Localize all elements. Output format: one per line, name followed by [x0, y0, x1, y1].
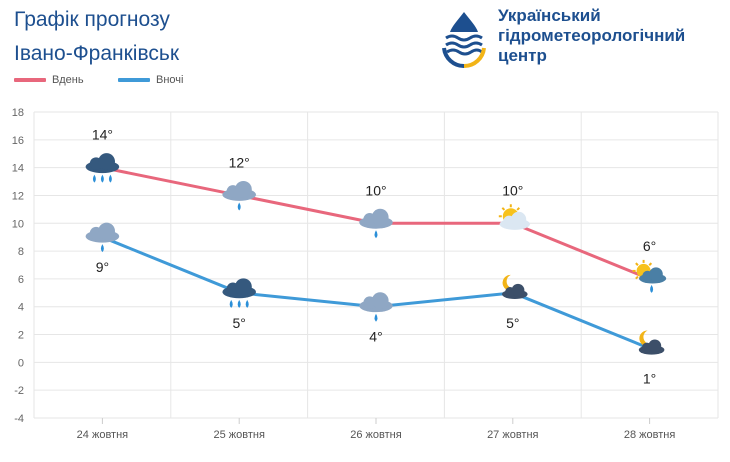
- organization-name-line2: гідрометеорологічний: [498, 26, 686, 45]
- data-label-day: 12°: [229, 154, 250, 170]
- rain-cloud-icon: [359, 292, 393, 322]
- data-label-day: 6°: [643, 238, 656, 254]
- cloud-part: [371, 292, 389, 310]
- moon-cloud-icon: [638, 330, 665, 355]
- y-tick-label: -4: [14, 413, 24, 425]
- cloud-part: [510, 211, 527, 227]
- legend-item-night[interactable]: Вночі: [118, 74, 183, 86]
- cloud-part: [98, 222, 115, 240]
- legend-swatch-night: [118, 78, 150, 83]
- rain-cloud-icon: [222, 180, 256, 211]
- moon-cloud-icon: [502, 274, 528, 300]
- rain-drop: [108, 174, 112, 183]
- cloud-part: [371, 208, 389, 226]
- data-label-night: 5°: [506, 315, 519, 331]
- sun-ray: [635, 262, 639, 266]
- organization-name-line3: центр: [498, 46, 547, 65]
- x-tick-label: 27 жовтня: [487, 429, 538, 441]
- data-label-night: 4°: [369, 329, 382, 345]
- data-label-day: 10°: [502, 182, 523, 198]
- x-tick-label: 24 жовтня: [77, 429, 128, 441]
- y-tick-label: 8: [18, 246, 24, 258]
- y-tick-label: 12: [12, 190, 24, 202]
- data-label-day: 14°: [92, 127, 113, 143]
- x-tick-label: 26 жовтня: [350, 429, 401, 441]
- cloud-part: [235, 278, 252, 296]
- legend-swatch-day: [14, 78, 46, 83]
- sun-behind-cloud-icon: [498, 204, 530, 230]
- rain-cloud-icon: [85, 222, 120, 253]
- drop-waves-logo-icon: [442, 12, 486, 68]
- organization-name: Український гідрометеорологічний центр: [498, 6, 685, 66]
- sun-ray: [501, 207, 506, 211]
- rain-drop: [237, 202, 241, 211]
- data-label-night: 5°: [233, 315, 246, 331]
- sun-ray: [635, 275, 639, 280]
- rain-drop: [100, 244, 104, 253]
- legend-label-day: Вдень: [52, 74, 84, 86]
- data-label-night: 1°: [643, 370, 656, 386]
- sun-cloud-rain-icon: [632, 259, 667, 293]
- cloud-part: [235, 180, 252, 198]
- rain-drop: [374, 230, 378, 239]
- data-label-night: 9°: [96, 259, 109, 275]
- city-name: Івано-Франківськ: [14, 42, 180, 65]
- sun-ray: [516, 207, 520, 211]
- organization-name-line1: Український: [498, 6, 601, 25]
- y-tick-label: 10: [12, 218, 24, 230]
- x-tick-label: 25 жовтня: [213, 429, 264, 441]
- rain-drop: [245, 299, 249, 308]
- rain-drop: [229, 299, 233, 308]
- cloud-part: [649, 267, 663, 282]
- chart-title: Графік прогнозу: [14, 8, 170, 31]
- rain-drop: [650, 284, 654, 293]
- cloud-part: [511, 283, 525, 297]
- rain-cloud-icon: [359, 208, 393, 239]
- moon-crescent: [502, 274, 517, 291]
- legend-item-day[interactable]: Вдень: [14, 74, 84, 86]
- y-tick-label: 6: [18, 274, 24, 286]
- y-tick-label: 14: [12, 163, 24, 175]
- y-tick-label: -2: [14, 385, 24, 397]
- y-tick-label: 2: [18, 330, 24, 342]
- cloud-part: [98, 153, 115, 170]
- organization-block: Український гідрометеорологічний центр: [436, 6, 726, 68]
- legend-label-night: Вночі: [156, 74, 184, 86]
- sun-ray: [648, 262, 653, 266]
- y-tick-label: 18: [12, 107, 24, 119]
- moon-crescent: [639, 330, 654, 347]
- x-tick-label: 28 жовтня: [624, 429, 675, 441]
- heavy-rain-cloud-icon: [85, 153, 120, 183]
- rain-drop: [237, 299, 241, 308]
- y-tick-label: 16: [12, 135, 24, 147]
- rain-drop: [374, 313, 378, 322]
- rain-drop: [92, 174, 96, 183]
- y-tick-label: 0: [18, 357, 24, 369]
- rain-drop: [100, 174, 104, 183]
- heavy-rain-cloud-icon: [222, 278, 256, 308]
- data-label-day: 10°: [365, 182, 386, 198]
- cloud-part: [648, 339, 662, 353]
- y-tick-label: 4: [18, 302, 24, 314]
